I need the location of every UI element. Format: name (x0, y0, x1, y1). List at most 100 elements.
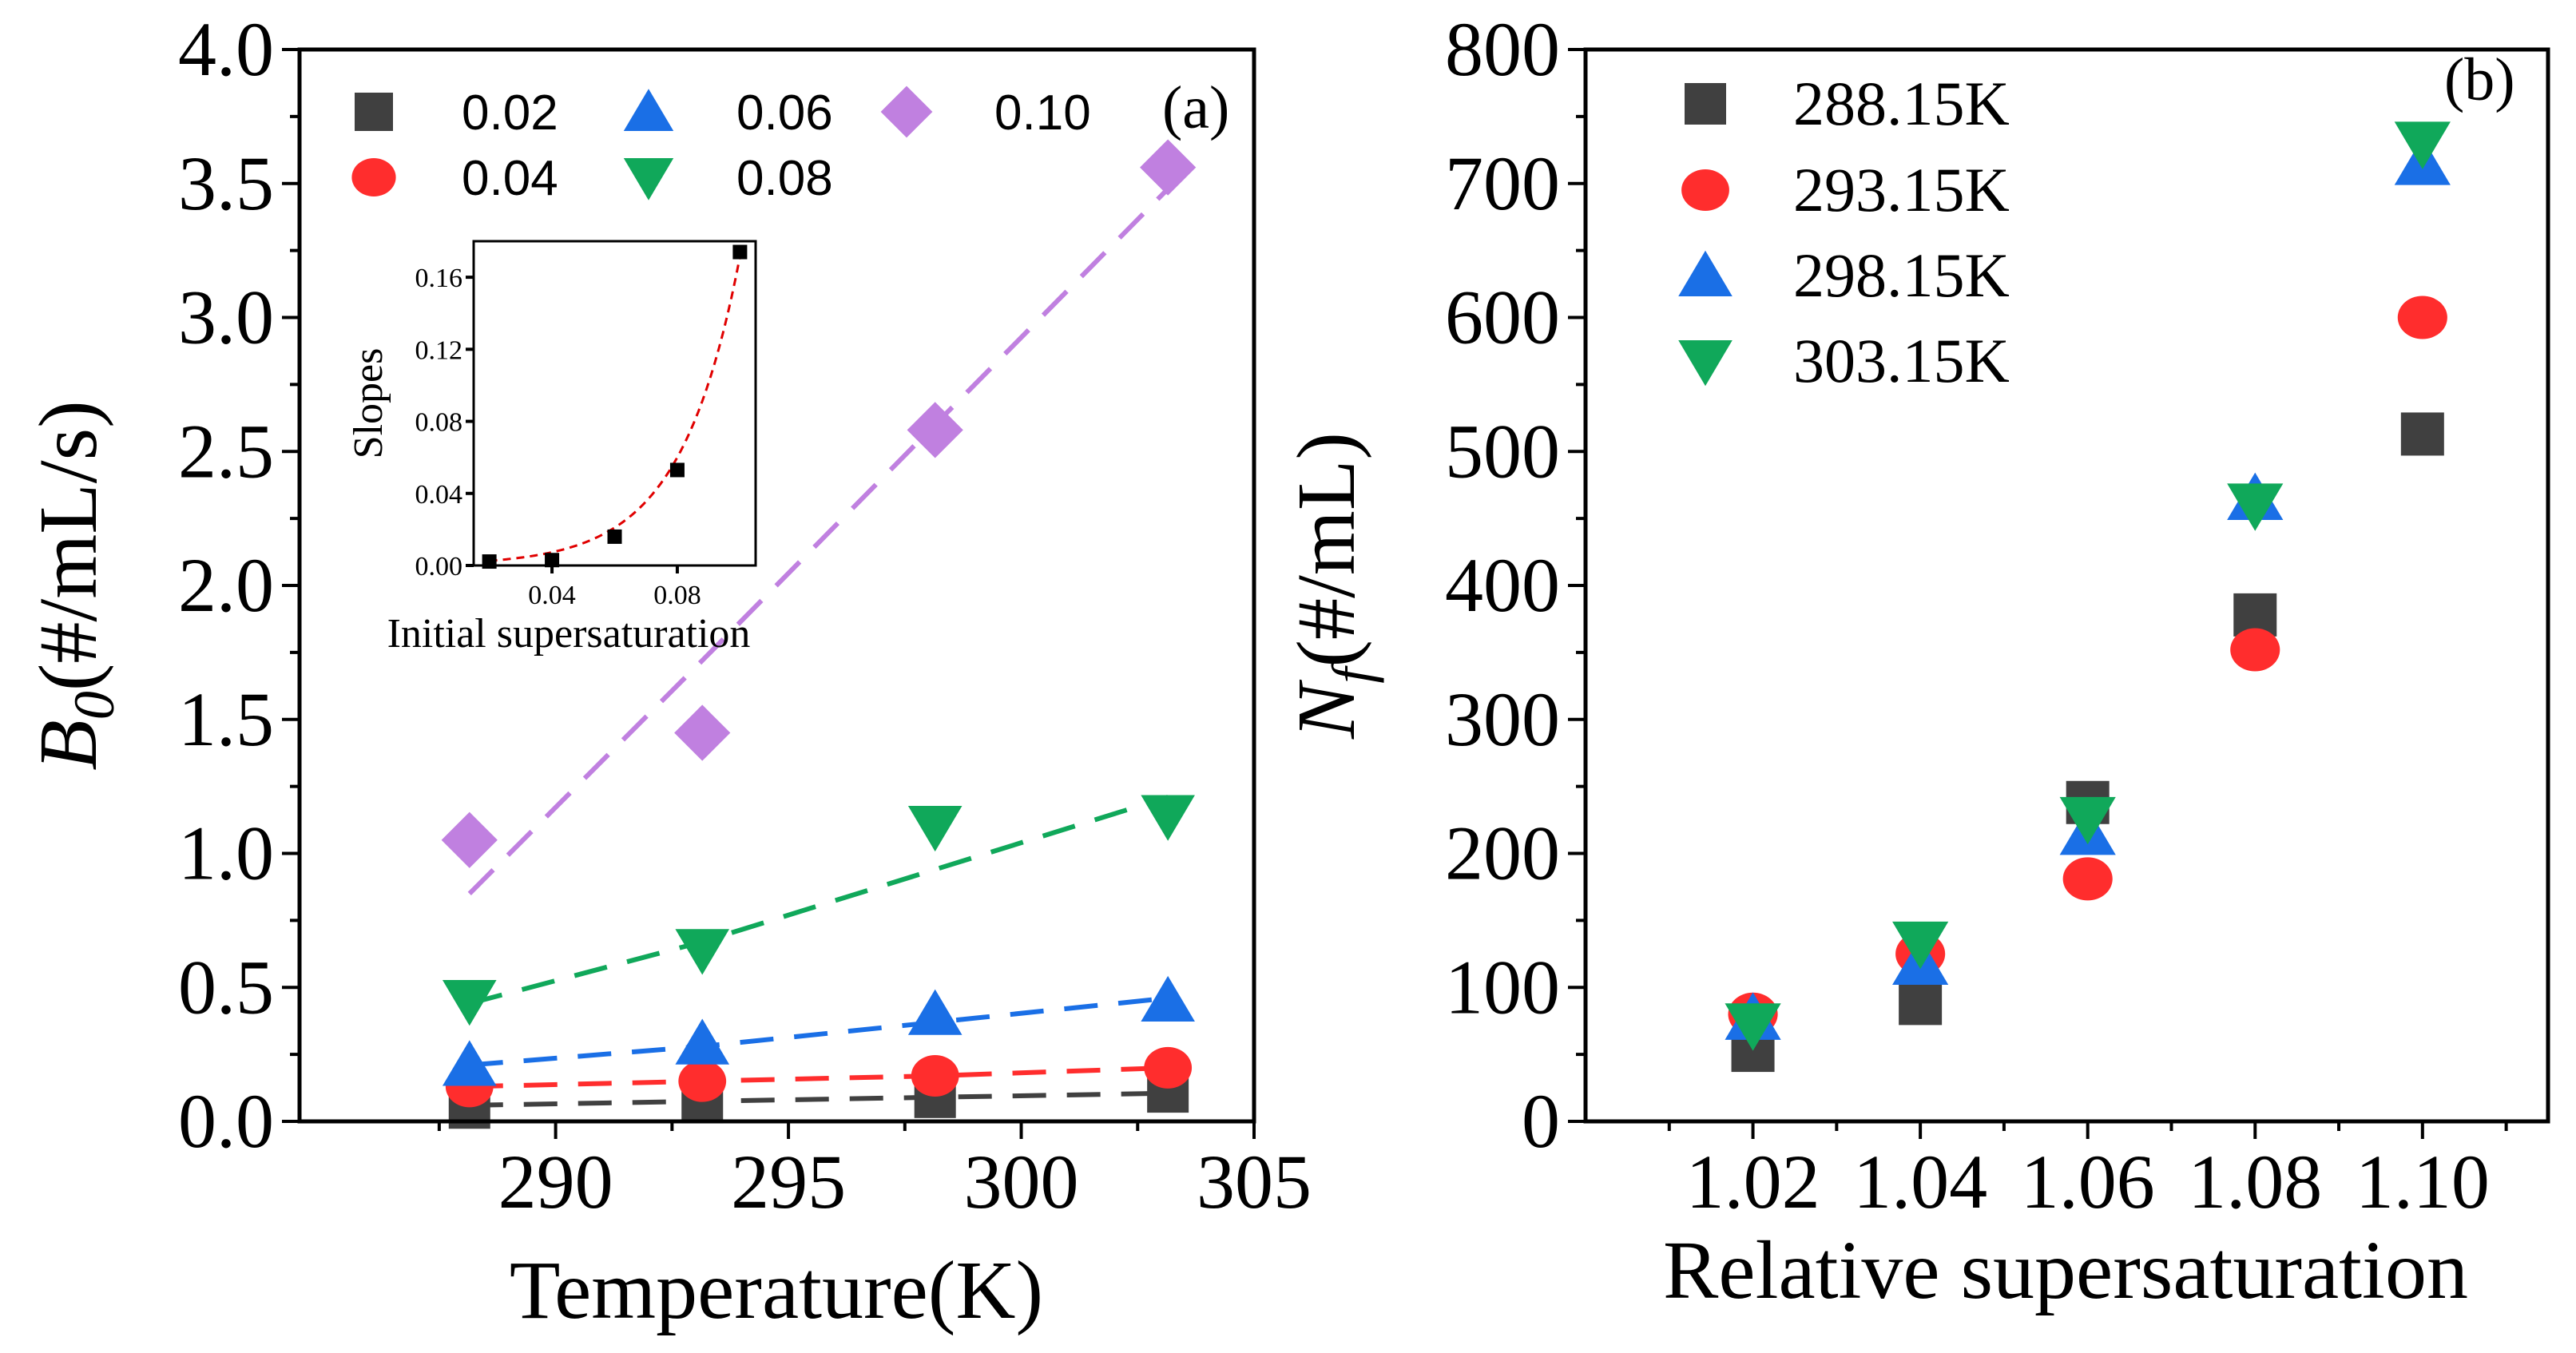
data-point-0.04 (1144, 1046, 1193, 1089)
legend-label-0.04: 0.04 (462, 151, 558, 206)
legend-marker-298.15K (1678, 250, 1733, 296)
panel-a-x-axis-label: Temperature(K) (510, 1244, 1043, 1336)
inset-data-point (732, 244, 748, 260)
panel-b-y-tick-label: 600 (1445, 275, 1560, 360)
inset-y-axis-label: Slopes (346, 348, 391, 459)
inset-ticks: 0.00 0.04 0.08 0.12 0.16 0.04 0.08 (415, 264, 701, 610)
legend-label-0.02: 0.02 (462, 85, 558, 141)
data-point-0.10 (1140, 139, 1197, 196)
panel-b-x-tick-label: 1.04 (1853, 1139, 1987, 1224)
panel-b-data-points (1725, 121, 2451, 1073)
data-point-0.08 (1141, 795, 1195, 841)
panel-a-x-tick-label: 300 (964, 1139, 1079, 1224)
panel-b-ticks: 0 100 200 300 400 500 600 700 800 1.02 1.04 1.06 1.0… (1445, 6, 2508, 1224)
inset-y-tick-label: 0.12 (415, 335, 463, 365)
data-point-288.15K (2400, 412, 2444, 456)
panel-a-data-points (441, 139, 1197, 1129)
inset-y-tick-label: 0.00 (415, 552, 463, 581)
data-point-293.15K (2230, 628, 2280, 672)
panel-a-legend: 0.02 0.04 0.06 0.08 0.10 (351, 85, 1091, 206)
inset-x-tick-label: 0.08 (653, 581, 701, 610)
panel-b-x-tick-label: 1.10 (2356, 1139, 2490, 1224)
fit-line-0.02 (469, 1090, 1169, 1108)
legend-marker-0.06 (623, 89, 674, 131)
fit-line-0.04 (469, 1065, 1169, 1089)
panel-b-y-tick-label: 300 (1445, 676, 1560, 762)
inset-y-tick-label: 0.08 (415, 408, 463, 438)
panel-b-tag: (b) (2444, 46, 2515, 113)
panel-b-y-tick-label: 700 (1445, 141, 1560, 226)
data-point-303.15K (2227, 483, 2284, 531)
data-point-0.04 (911, 1054, 959, 1097)
panel-a-x-tick-label: 295 (731, 1139, 846, 1224)
panel-a-y-tick-label: 0.5 (178, 944, 274, 1030)
panel-b-y-tick-label: 100 (1445, 944, 1560, 1030)
panel-a-y-tick-label: 3.5 (178, 141, 274, 226)
panel-b-x-tick-label: 1.06 (2021, 1139, 2155, 1224)
panel-a-x-tick-label: 305 (1197, 1139, 1312, 1224)
panel-a-y-tick-label: 2.5 (178, 408, 274, 494)
data-point-288.15K (1899, 982, 1943, 1026)
data-point-303.15K (2394, 121, 2451, 169)
panel-a-y-axis-label: B0(#/mL/s) (22, 400, 126, 770)
panel-a-y-tick-label: 0.0 (178, 1078, 274, 1164)
legend-marker-293.15K (1681, 169, 1729, 211)
panel-a-y-tick-label: 3.0 (178, 275, 274, 360)
data-point-0.06 (1141, 975, 1195, 1022)
panel-a-inset-chart: 0.00 0.04 0.08 0.12 0.16 0.04 0.08 Slopes Init… (346, 240, 757, 657)
legend-marker-303.15K (1678, 340, 1733, 387)
inset-x-axis-label: Initial supersaturation (387, 611, 751, 657)
inset-data-points (482, 244, 748, 569)
panel-b-x-axis-label: Relative supersaturation (1663, 1224, 2468, 1316)
panel-a-ticks: 0.0 0.5 1.0 1.5 2.0 2.5 3.0 3.5 4.0 290 295 300 305 (178, 6, 1312, 1224)
inset-data-point (669, 462, 685, 478)
fit-line-0.08 (469, 795, 1169, 1006)
inset-axes-frame (472, 240, 757, 567)
panel-b-y-tick-label: 500 (1445, 408, 1560, 494)
inset-exponential-fit (489, 256, 741, 562)
fit-line-0.10 (467, 187, 1170, 895)
data-point-0.06 (907, 989, 963, 1035)
panel-b-y-tick-label: 800 (1445, 6, 1560, 92)
data-point-0.10 (441, 811, 498, 868)
data-point-0.04 (678, 1060, 727, 1102)
data-point-0.06 (442, 1040, 497, 1086)
inset-y-tick-label: 0.04 (415, 480, 463, 510)
panel-a-y-tick-label: 2.0 (178, 542, 274, 628)
panel-a-y-tick-label: 1.0 (178, 811, 274, 896)
data-point-0.08 (675, 929, 730, 975)
data-point-303.15K (1892, 921, 1949, 970)
data-point-293.15K (2397, 296, 2447, 339)
legend-label-0.06: 0.06 (736, 85, 833, 141)
panel-b-legend: 288.15K 293.15K 298.15K 303.15K (1678, 69, 2010, 395)
legend-label-293.15K: 293.15K (1793, 155, 2010, 224)
data-point-0.06 (675, 1018, 730, 1065)
data-point-0.08 (907, 805, 963, 852)
panel-a-fit-lines (467, 187, 1170, 1108)
inset-x-tick-label: 0.04 (528, 581, 576, 610)
legend-label-0.08: 0.08 (736, 151, 833, 206)
panel-b-chart: 0 100 200 300 400 500 600 700 800 1.02 1.04 1.06 1.0… (1280, 6, 2550, 1316)
legend-marker-0.10 (880, 85, 933, 138)
legend-marker-0.08 (623, 158, 674, 200)
legend-label-303.15K: 303.15K (1793, 326, 2010, 395)
inset-data-point (482, 554, 497, 569)
data-point-303.15K (1725, 1003, 1781, 1051)
legend-marker-288.15K (1685, 83, 1726, 125)
panel-b-y-axis-label: Nf(#/mL) (1280, 432, 1384, 740)
panel-b-y-tick-label: 400 (1445, 542, 1560, 628)
legend-label-288.15K: 288.15K (1793, 69, 2010, 138)
legend-label-0.10: 0.10 (994, 85, 1091, 141)
panel-b-y-tick-label: 200 (1445, 811, 1560, 896)
panel-b-x-tick-label: 1.02 (1686, 1139, 1820, 1224)
legend-marker-0.02 (355, 93, 393, 131)
data-point-303.15K (2059, 796, 2116, 845)
legend-marker-0.04 (351, 158, 396, 196)
inset-data-point (545, 553, 560, 568)
panel-a-y-tick-label: 4.0 (178, 6, 274, 92)
panel-b-axes-frame (1583, 47, 2550, 1124)
data-point-293.15K (2062, 857, 2113, 901)
panel-b-y-tick-label: 0 (1522, 1078, 1560, 1164)
